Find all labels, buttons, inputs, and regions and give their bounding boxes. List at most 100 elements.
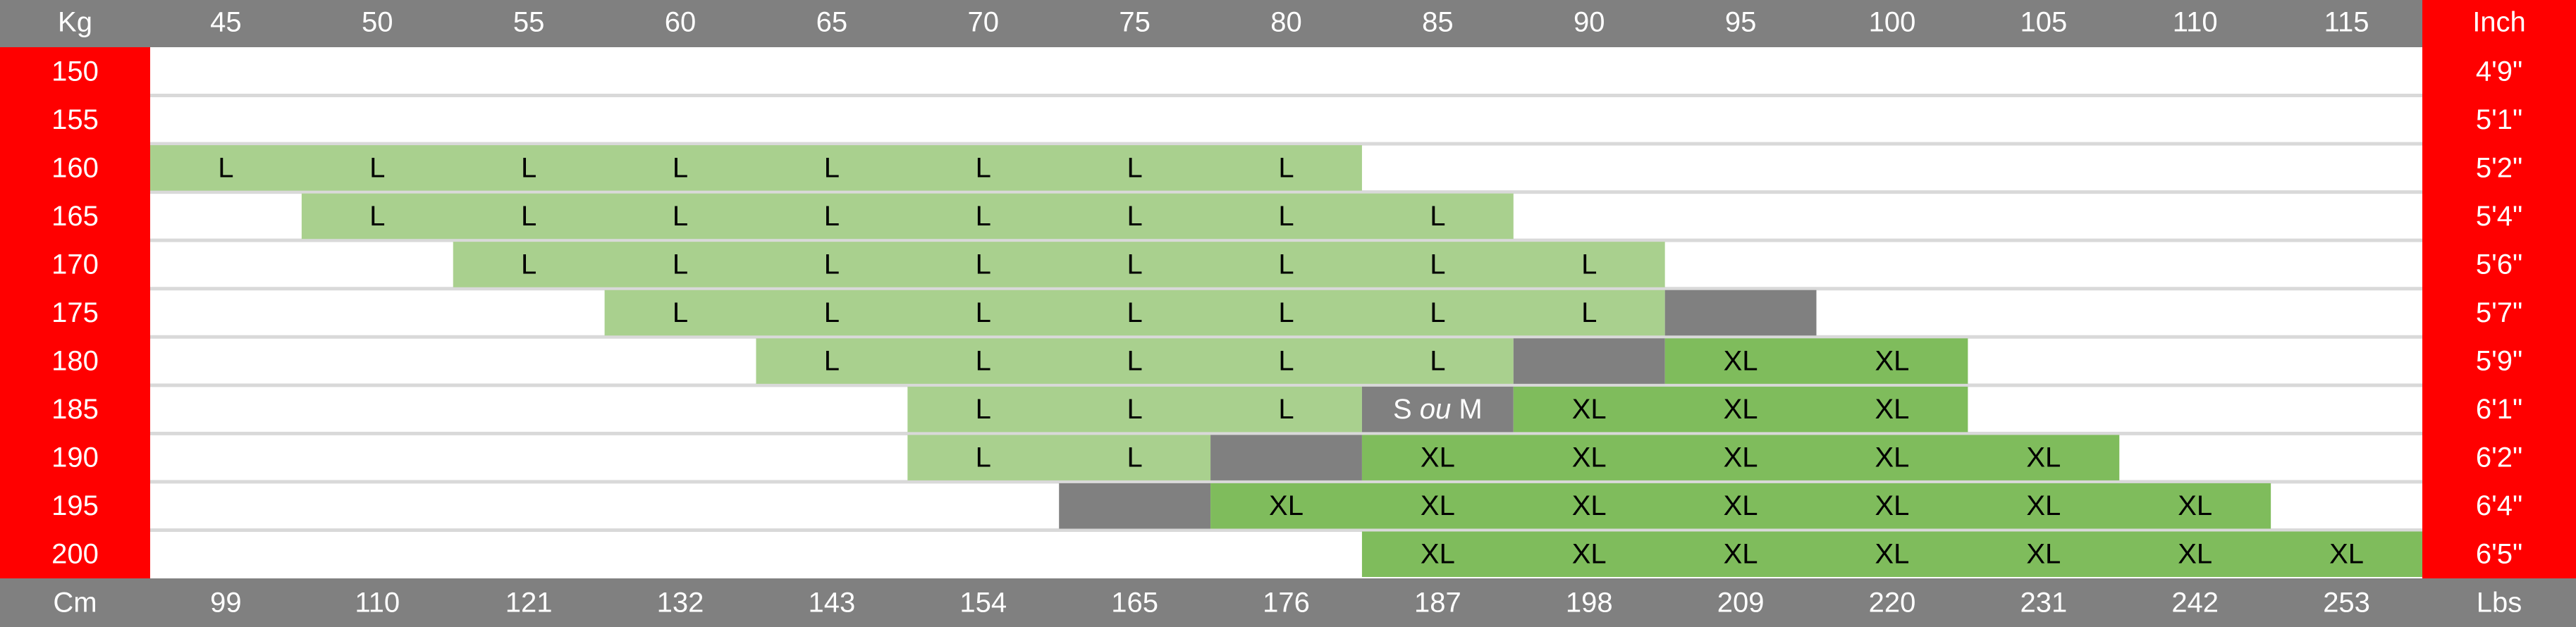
size-cell-label: L (1127, 152, 1143, 183)
size-cell-label: XL (2026, 490, 2061, 521)
height-inch-tick: 5'9" (2476, 346, 2522, 377)
size-cell-label: L (218, 152, 233, 183)
size-cell-label: XL (2329, 539, 2364, 570)
size-cell-label: L (824, 152, 840, 183)
height-cm-tick: 180 (51, 346, 99, 377)
corner-label-lbs: Lbs (2477, 588, 2522, 619)
size-band-xl (1664, 338, 1968, 384)
size-cell-label: L (976, 201, 991, 232)
weight-lbs-tick: 220 (1869, 588, 1916, 619)
size-cell-label: L (1278, 152, 1294, 183)
weight-lbs-tick: 253 (2323, 588, 2370, 619)
size-cell-label: L (521, 201, 536, 232)
size-cells (150, 145, 2422, 577)
height-inch-tick: 6'2" (2476, 442, 2522, 473)
weight-kg-tick: 95 (1725, 7, 1757, 38)
size-cell-label: XL (1572, 442, 1607, 473)
size-cell-label: XL (1269, 490, 1304, 521)
size-cell-label: L (521, 152, 536, 183)
size-cell-label: XL (2026, 442, 2061, 473)
weight-kg-tick: 50 (362, 7, 393, 38)
bottom-header-band (0, 578, 2576, 627)
weight-kg-tick: 75 (1119, 7, 1151, 38)
corner-label-kg: Kg (58, 7, 92, 38)
size-cell-label: L (824, 249, 840, 280)
size-cell-label: L (976, 249, 991, 280)
size-cell-label: L (1430, 297, 1445, 328)
size-cell-label: XL (1875, 394, 1909, 425)
weight-lbs-tick: 176 (1263, 588, 1310, 619)
height-cm-tick: 195 (51, 490, 99, 521)
size-band-l (756, 338, 1514, 384)
size-band-l (453, 242, 1665, 287)
size-cell-label: XL (1875, 442, 1909, 473)
size-cell-label: XL (1875, 346, 1909, 377)
height-cm-tick: 185 (51, 394, 99, 425)
size-band-l (907, 435, 1211, 480)
size-cell-label: L (1278, 249, 1294, 280)
size-cell-label: L (1127, 297, 1143, 328)
weight-lbs-tick: 99 (210, 588, 242, 619)
weight-lbs-tick: 110 (355, 588, 400, 619)
size-cell-label: L (369, 152, 385, 183)
grid-lines (150, 0, 2576, 532)
weight-kg-tick: 90 (1574, 7, 1605, 38)
size-cell-label: L (824, 201, 840, 232)
size-cell-label: XL (1572, 490, 1607, 521)
weight-kg-tick: 105 (2020, 7, 2067, 38)
weight-lbs-tick: 132 (657, 588, 704, 619)
weight-lbs-tick: 143 (809, 588, 856, 619)
weight-kg-tick: 80 (1270, 7, 1302, 38)
weight-lbs-tick: 209 (1717, 588, 1765, 619)
size-cell-label: XL (1724, 442, 1758, 473)
height-cm-tick: 170 (51, 249, 99, 280)
size-cell-label: L (976, 152, 991, 183)
height-inch-tick: 5'6" (2476, 249, 2522, 280)
size-cell-label: XL (1875, 490, 1909, 521)
weight-kg-tick: 55 (513, 7, 545, 38)
size-cell-label: XL (1875, 539, 1909, 570)
size-cell-label: L (1430, 201, 1445, 232)
right-red-column (2422, 47, 2576, 578)
size-cell-label: L (1127, 201, 1143, 232)
size-cell-label: L (521, 249, 536, 280)
height-cm-tick: 190 (51, 442, 99, 473)
size-cell-label: XL (1724, 490, 1758, 521)
size-band-grey (1664, 290, 1817, 336)
size-band-l (604, 290, 1665, 336)
size-cell-label: XL (1724, 539, 1758, 570)
size-cell-label: XL (1421, 490, 1455, 521)
weight-kg-tick: 85 (1422, 7, 1454, 38)
height-inch-tick: 5'1" (2476, 104, 2522, 135)
size-band-grey (1210, 435, 1362, 480)
height-cm-tick: 200 (51, 539, 99, 570)
size-cell-label: L (1278, 297, 1294, 328)
height-cm-tick: 155 (51, 104, 99, 135)
top-header-band (0, 0, 2576, 47)
size-band-grey (1513, 338, 1665, 384)
size-band-xl (1210, 483, 2271, 529)
size-band-grey (1361, 386, 1514, 433)
size-band-xl (1513, 386, 1968, 433)
size-cell-label: L (976, 346, 991, 377)
weight-lbs-tick: 165 (1111, 588, 1158, 619)
height-inch-tick: 6'1" (2476, 394, 2522, 425)
size-cell-label: S ou M (1393, 394, 1483, 425)
corner-label-cm: Cm (53, 588, 97, 619)
size-cell-label: XL (1572, 539, 1607, 570)
size-cell-label: L (824, 346, 840, 377)
height-inch-tick: 5'2" (2476, 152, 2522, 183)
height-inch-tick: 5'7" (2476, 297, 2522, 328)
size-cell-label: XL (1724, 394, 1758, 425)
size-cell-label: XL (1724, 346, 1758, 377)
size-cell-label: XL (2178, 539, 2212, 570)
weight-kg-tick: 115 (2324, 7, 2369, 38)
left-red-column (0, 47, 150, 578)
weight-kg-tick: 100 (1869, 7, 1916, 38)
weight-lbs-tick: 187 (1414, 588, 1461, 619)
height-inch-tick: 5'4" (2476, 201, 2522, 232)
weight-kg-tick: 110 (2173, 7, 2218, 38)
size-cell-label: XL (2178, 490, 2212, 521)
size-cell-label: L (673, 297, 688, 328)
